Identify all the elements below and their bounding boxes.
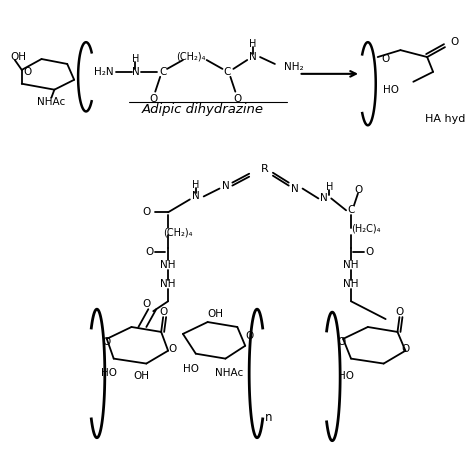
Text: O: O xyxy=(401,344,410,354)
Text: O: O xyxy=(338,337,346,347)
Text: O: O xyxy=(159,307,167,317)
Text: O: O xyxy=(366,247,374,257)
Text: (H₂C)₄: (H₂C)₄ xyxy=(351,223,381,233)
Text: O: O xyxy=(450,37,458,47)
Text: R: R xyxy=(261,164,269,174)
Text: HO: HO xyxy=(101,368,117,378)
Text: OH: OH xyxy=(133,372,149,382)
Text: HA hyd: HA hyd xyxy=(425,114,465,124)
Text: C: C xyxy=(159,67,167,77)
Text: C: C xyxy=(224,67,231,77)
Text: NHAc: NHAc xyxy=(37,97,65,107)
Text: NH₂: NH₂ xyxy=(284,62,303,72)
Text: H: H xyxy=(192,180,200,190)
Text: O: O xyxy=(142,207,150,217)
Text: O: O xyxy=(245,331,254,341)
Text: HO: HO xyxy=(383,85,399,95)
Text: O: O xyxy=(395,307,403,317)
Text: N: N xyxy=(320,193,328,203)
Text: NH: NH xyxy=(343,280,359,290)
Text: (CH₂)₄: (CH₂)₄ xyxy=(176,51,206,61)
Text: OH: OH xyxy=(10,52,26,62)
Text: H: H xyxy=(132,54,139,64)
Text: N: N xyxy=(192,191,200,201)
Text: O: O xyxy=(168,344,176,354)
Text: Adipic dihydrazine: Adipic dihydrazine xyxy=(142,103,264,116)
Text: H: H xyxy=(249,39,257,49)
Text: C: C xyxy=(347,205,355,215)
Text: NH: NH xyxy=(343,260,359,270)
Text: HO: HO xyxy=(338,372,354,382)
Text: O: O xyxy=(382,54,390,64)
Text: n: n xyxy=(265,411,273,424)
Text: H: H xyxy=(326,182,333,191)
Text: NH: NH xyxy=(160,280,176,290)
Text: N: N xyxy=(132,67,139,77)
Text: O: O xyxy=(233,93,241,103)
Text: O: O xyxy=(142,299,150,309)
Text: N: N xyxy=(221,181,229,191)
Text: O: O xyxy=(24,67,32,77)
Text: N: N xyxy=(291,183,299,193)
Text: NHAc: NHAc xyxy=(215,368,244,378)
Text: O: O xyxy=(355,184,363,194)
Text: (CH₂)₄: (CH₂)₄ xyxy=(163,227,193,237)
Text: O: O xyxy=(102,337,111,347)
Text: HO: HO xyxy=(183,364,199,374)
Text: OH: OH xyxy=(208,309,224,319)
Text: H₂N: H₂N xyxy=(94,67,114,77)
Text: NH: NH xyxy=(160,260,176,270)
Text: N: N xyxy=(249,52,257,62)
Text: O: O xyxy=(149,93,157,103)
Text: O: O xyxy=(145,247,153,257)
